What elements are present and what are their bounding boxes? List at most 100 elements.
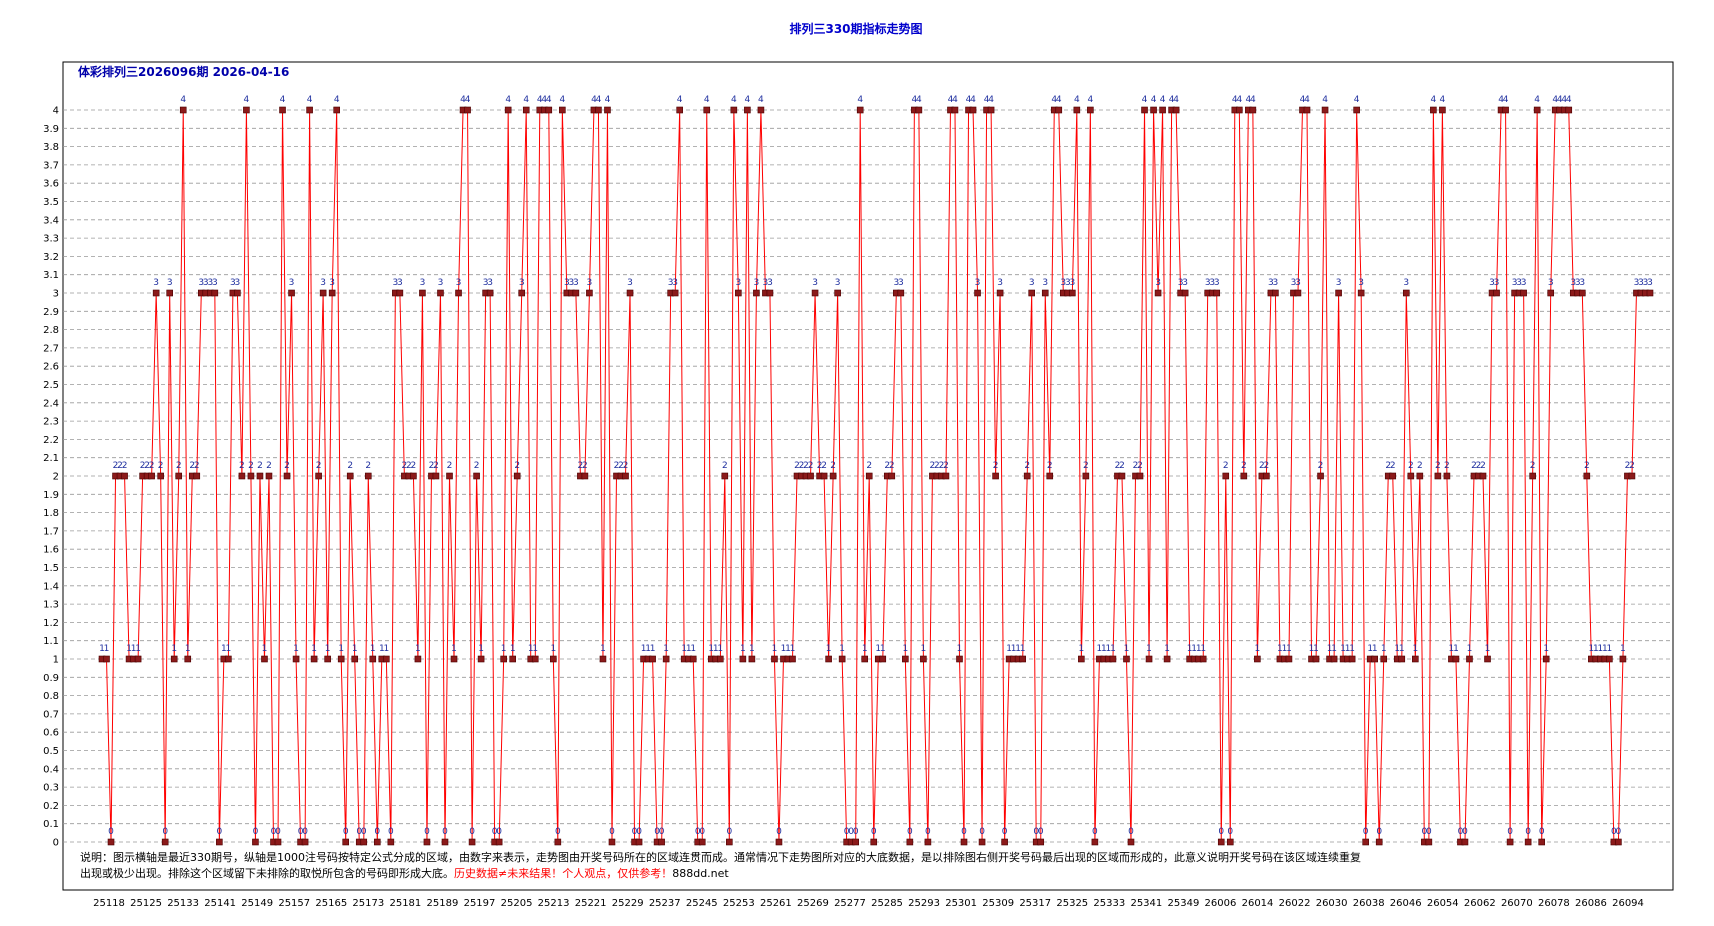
data-label: 1 bbox=[1381, 644, 1387, 654]
data-label: 1 bbox=[921, 644, 927, 654]
data-label: 0 bbox=[1462, 827, 1468, 837]
data-label: 0 bbox=[374, 827, 380, 837]
data-point bbox=[157, 472, 164, 480]
x-tick-label: 25189 bbox=[427, 898, 459, 909]
data-label: 1 bbox=[902, 644, 908, 654]
data-point bbox=[1145, 655, 1153, 663]
data-point bbox=[1443, 472, 1451, 480]
data-point bbox=[374, 838, 381, 846]
data-label: 1 bbox=[1543, 644, 1549, 654]
data-point bbox=[513, 472, 521, 480]
data-point bbox=[1619, 655, 1627, 663]
data-point bbox=[559, 106, 566, 114]
data-label: 3 bbox=[1214, 278, 1220, 288]
data-point bbox=[103, 655, 110, 663]
data-point bbox=[1547, 289, 1555, 297]
data-point bbox=[572, 289, 580, 297]
data-point bbox=[1493, 289, 1500, 297]
data-label: 1 bbox=[839, 644, 845, 654]
data-label: 3 bbox=[153, 278, 159, 288]
data-label: 1 bbox=[415, 644, 421, 654]
x-tick-label: 25118 bbox=[93, 898, 125, 909]
data-label: 3 bbox=[1268, 278, 1274, 288]
data-label: 4 bbox=[505, 95, 511, 105]
data-label: 3 bbox=[1489, 278, 1495, 288]
data-label: 2 bbox=[149, 461, 155, 471]
data-point bbox=[414, 655, 422, 663]
data-label: 2 bbox=[1133, 461, 1139, 471]
data-point bbox=[1484, 655, 1491, 663]
data-label: 1 bbox=[1485, 644, 1491, 654]
data-label: 0 bbox=[1363, 827, 1369, 837]
y-tick-label: 0.1 bbox=[43, 819, 59, 830]
data-label: 0 bbox=[1002, 827, 1008, 837]
data-label: 1 bbox=[1187, 644, 1193, 654]
data-point bbox=[1082, 472, 1090, 480]
data-point bbox=[437, 289, 444, 297]
data-label: 2 bbox=[433, 461, 439, 471]
data-label: 3 bbox=[1516, 278, 1522, 288]
data-point bbox=[626, 289, 634, 297]
y-tick-label: 1.8 bbox=[43, 508, 59, 519]
data-point bbox=[1069, 289, 1076, 297]
data-label: 0 bbox=[1507, 827, 1513, 837]
data-point bbox=[468, 838, 476, 846]
data-point bbox=[635, 838, 643, 846]
data-point bbox=[698, 838, 706, 846]
x-tick-label: 25333 bbox=[1093, 898, 1125, 909]
data-point bbox=[1529, 472, 1536, 480]
data-point bbox=[545, 106, 553, 114]
data-label: 1 bbox=[1164, 644, 1170, 654]
data-label: 4 bbox=[537, 95, 543, 105]
y-tick-label: 3.5 bbox=[43, 197, 59, 208]
data-point bbox=[974, 289, 981, 297]
data-point bbox=[1046, 472, 1054, 480]
data-label: 3 bbox=[329, 278, 335, 288]
data-label: 1 bbox=[370, 644, 376, 654]
y-tick-label: 2.7 bbox=[43, 343, 59, 354]
data-label: 0 bbox=[343, 827, 349, 837]
data-point bbox=[789, 655, 796, 663]
y-tick-label: 1.7 bbox=[43, 526, 59, 537]
data-point bbox=[825, 655, 832, 663]
y-tick-label: 2.1 bbox=[43, 453, 59, 464]
data-label: 4 bbox=[1236, 95, 1242, 105]
data-label: 3 bbox=[568, 278, 574, 288]
data-point bbox=[920, 655, 927, 663]
note-site: 888dd.net bbox=[672, 867, 729, 880]
data-label: 3 bbox=[1512, 278, 1518, 288]
data-label: 1 bbox=[1327, 644, 1333, 654]
data-label: 2 bbox=[429, 461, 435, 471]
data-label: 4 bbox=[966, 95, 972, 105]
data-point bbox=[906, 838, 914, 846]
data-point bbox=[861, 655, 869, 663]
data-point bbox=[721, 472, 729, 480]
data-point bbox=[1430, 106, 1437, 114]
y-tick-label: 3.7 bbox=[43, 160, 59, 171]
data-label: 0 bbox=[1092, 827, 1098, 837]
data-label: 1 bbox=[1015, 644, 1021, 654]
data-label: 3 bbox=[1155, 278, 1161, 288]
data-point bbox=[771, 655, 778, 663]
data-point bbox=[753, 289, 760, 297]
data-point bbox=[450, 655, 458, 663]
data-point bbox=[346, 472, 354, 480]
data-label: 2 bbox=[722, 461, 728, 471]
data-label: 1 bbox=[1607, 644, 1613, 654]
data-label: 4 bbox=[1503, 95, 1509, 105]
data-point bbox=[1037, 838, 1045, 846]
data-point bbox=[279, 106, 286, 114]
data-label: 2 bbox=[614, 461, 620, 471]
data-label: 3 bbox=[587, 278, 593, 288]
data-label: 3 bbox=[1029, 278, 1035, 288]
data-point bbox=[238, 472, 246, 480]
data-label: 2 bbox=[799, 461, 805, 471]
data-point bbox=[1628, 472, 1636, 480]
data-label: 0 bbox=[726, 827, 732, 837]
data-point bbox=[807, 472, 814, 480]
x-tick-label: 25349 bbox=[1168, 898, 1200, 909]
data-label: 1 bbox=[1340, 644, 1346, 654]
data-point bbox=[486, 289, 494, 297]
data-label: 3 bbox=[203, 278, 209, 288]
data-label: 2 bbox=[993, 461, 999, 471]
